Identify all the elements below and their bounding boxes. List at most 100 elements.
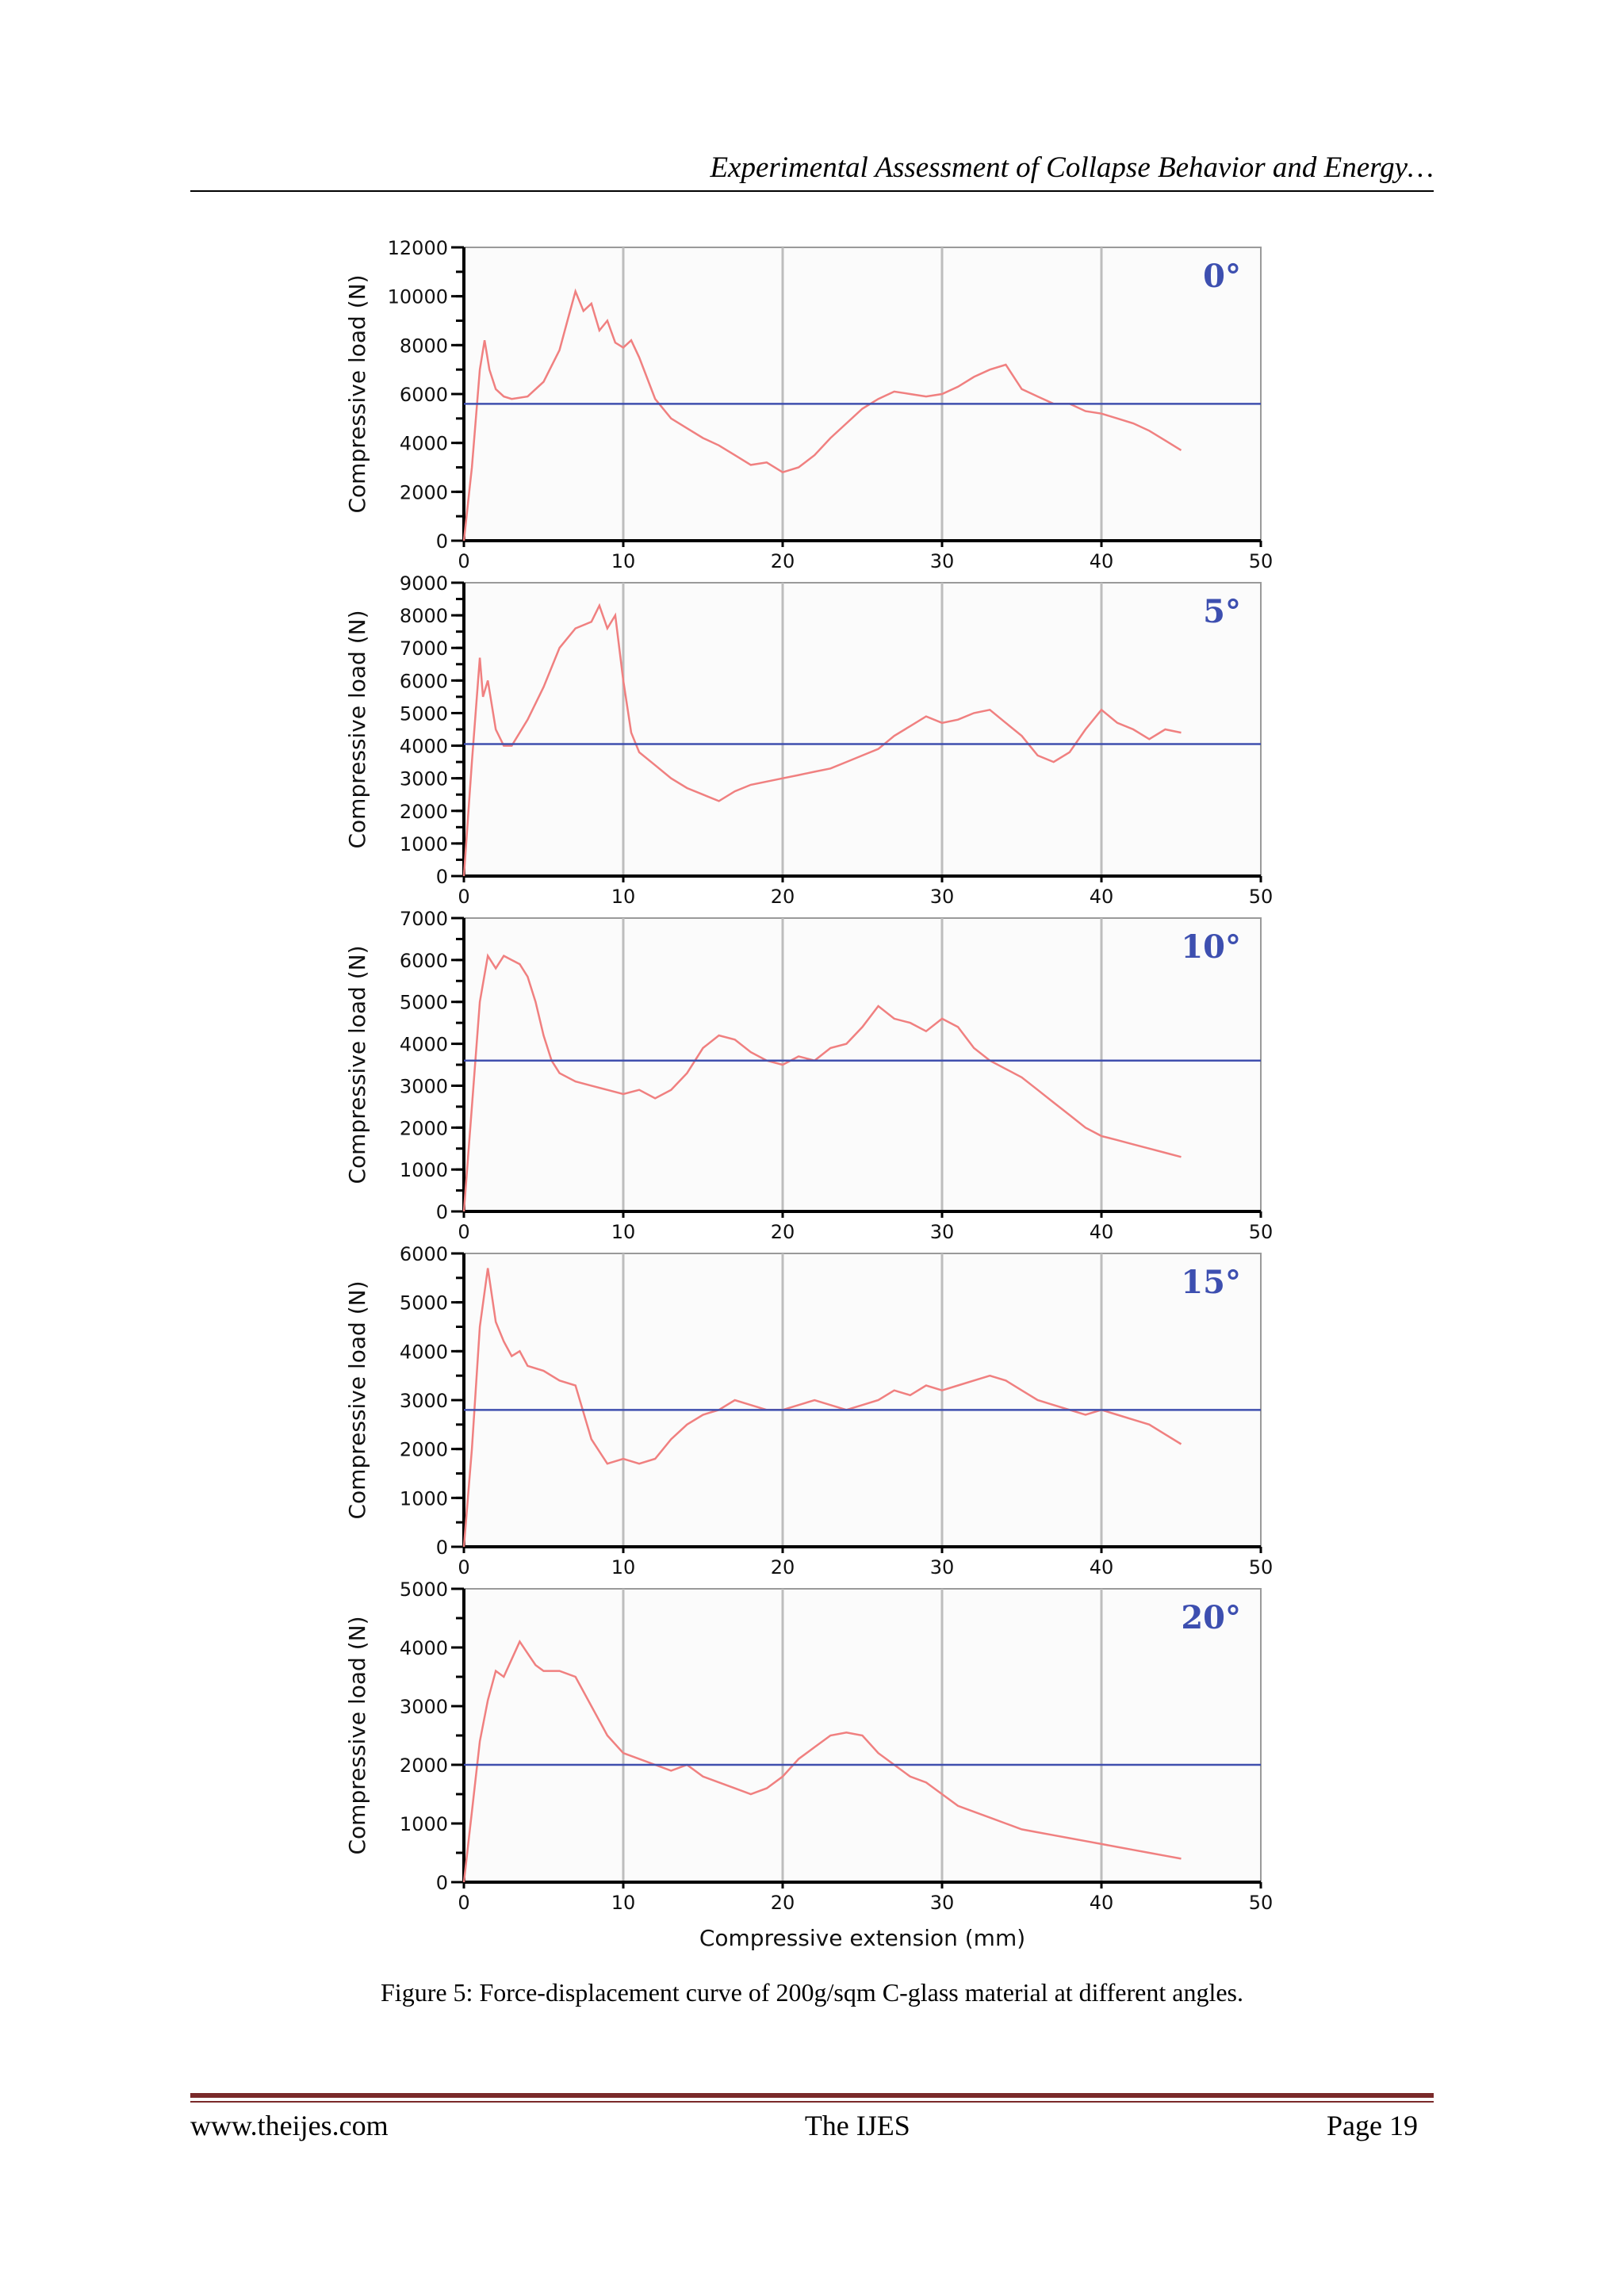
y-axis-label: Compressive load (N): [344, 1616, 370, 1854]
y-tick-label: 6000: [400, 1244, 448, 1265]
chart-5-degrees: 0 10 20 30 40 50 0 1000 2000 3000 4000 5000 6000 7000…: [301, 573, 1316, 905]
y-tick-label: 5000: [400, 992, 448, 1014]
y-tick-label: 1000: [400, 1159, 448, 1181]
y-axis-label: Compressive load (N): [344, 610, 370, 848]
chart-20-degrees: 0 10 20 30 40 50 0 1000 2000 3000 4000 5000 Compress…: [301, 1579, 1316, 1951]
y-tick-label: 0: [436, 530, 448, 553]
footer-page-number: Page 19: [1327, 2110, 1418, 2141]
footer-rule-thin: [190, 2101, 1434, 2103]
x-tick-label: 50: [1249, 550, 1274, 569]
x-tick-label: 10: [611, 550, 636, 569]
plot-area: [463, 247, 1262, 541]
angle-label: 15°: [1181, 1264, 1241, 1301]
x-axis-label: Compressive extension (mm): [699, 1925, 1025, 1951]
y-tick-label: 1000: [400, 833, 448, 855]
x-tick-label: 0: [458, 1556, 469, 1575]
y-tick-label: 3000: [400, 768, 448, 790]
footer-website: www.theijes.com: [190, 2110, 389, 2141]
y-tick-label: 5000: [400, 702, 448, 725]
x-tick-label: 0: [458, 1892, 469, 1914]
x-tick-label: 0: [458, 1221, 469, 1240]
footer-journal: The IJES: [804, 2110, 910, 2141]
plot-area: [463, 582, 1262, 877]
y-tick-label: 4000: [400, 1637, 448, 1659]
x-tick-label: 30: [930, 1892, 955, 1914]
x-tick-label: 30: [930, 550, 955, 569]
y-tick-label: 4000: [400, 736, 448, 758]
y-tick-label: 6000: [400, 670, 448, 692]
x-tick-label: 40: [1090, 1556, 1114, 1575]
y-tick-label: 7000: [400, 637, 448, 660]
x-tick-label: 40: [1090, 886, 1114, 905]
x-tick-label: 10: [611, 1556, 636, 1575]
y-tick-label: 10000: [388, 286, 448, 308]
angle-label: 0°: [1203, 258, 1241, 295]
y-tick-label: 5000: [400, 1579, 448, 1601]
y-tick-label: 2000: [400, 1439, 448, 1461]
chart-15-degrees: 0 10 20 30 40 50 0 1000 2000 3000 4000 5000 6000 Comp…: [301, 1244, 1316, 1575]
load-curve: [462, 1640, 1182, 1883]
x-tick-label: 10: [611, 1221, 636, 1240]
x-tick-label: 50: [1249, 886, 1274, 905]
load-curve: [462, 288, 1182, 541]
x-tick-label: 50: [1249, 1556, 1274, 1575]
x-tick-label: 50: [1249, 1221, 1274, 1240]
y-tick-label: 3000: [400, 1075, 448, 1097]
x-tick-label: 50: [1249, 1892, 1274, 1914]
y-tick-label: 0: [436, 1536, 448, 1559]
plot-area: [463, 1253, 1262, 1548]
x-tick-label: 20: [771, 1221, 795, 1240]
x-tick-label: 40: [1090, 1221, 1114, 1240]
y-tick-label: 6000: [400, 950, 448, 972]
angle-label: 20°: [1181, 1599, 1241, 1636]
y-tick-label: 5000: [400, 1292, 448, 1314]
x-tick-label: 20: [771, 550, 795, 569]
figure-caption: Figure 5: Force-displacement curve of 20…: [381, 1978, 1243, 2007]
y-tick-label: 0: [436, 1872, 448, 1894]
y-tick-label: 8000: [400, 605, 448, 627]
x-tick-label: 10: [611, 1892, 636, 1914]
x-tick-label: 0: [458, 886, 469, 905]
x-tick-label: 30: [930, 1556, 955, 1575]
y-tick-label: 2000: [400, 481, 448, 503]
y-axis-label: Compressive load (N): [344, 274, 370, 513]
y-tick-label: 1000: [400, 1487, 448, 1510]
page-footer: www.theijes.com The IJES Page 19: [190, 2109, 1418, 2142]
y-tick-label: 9000: [400, 573, 448, 595]
load-curve: [462, 953, 1182, 1212]
y-tick-label: 3000: [400, 1390, 448, 1412]
x-tick-label: 40: [1090, 550, 1114, 569]
x-tick-label: 20: [771, 1556, 795, 1575]
y-axis-label: Compressive load (N): [344, 1280, 370, 1519]
y-tick-label: 2000: [400, 1755, 448, 1777]
y-tick-label: 0: [436, 866, 448, 888]
y-tick-label: 3000: [400, 1696, 448, 1718]
y-tick-label: 8000: [400, 335, 448, 357]
y-tick-label: 0: [436, 1201, 448, 1223]
x-tick-label: 0: [458, 550, 469, 569]
chart-10-degrees: 0 10 20 30 40 50 0 1000 2000 3000 4000 5000 6000 7000…: [301, 909, 1316, 1240]
x-tick-label: 30: [930, 1221, 955, 1240]
plot-area: [463, 917, 1262, 1212]
load-curve: [462, 603, 1182, 877]
running-header: Experimental Assessment of Collapse Beha…: [710, 151, 1434, 184]
y-tick-label: 4000: [400, 1034, 448, 1056]
x-tick-label: 30: [930, 886, 955, 905]
load-curve: [462, 1268, 1182, 1548]
x-tick-label: 20: [771, 1892, 795, 1914]
header-rule: [190, 190, 1434, 192]
x-tick-label: 20: [771, 886, 795, 905]
y-tick-label: 2000: [400, 801, 448, 823]
x-tick-label: 10: [611, 886, 636, 905]
footer-rule: [190, 2093, 1434, 2098]
y-tick-label: 2000: [400, 1117, 448, 1139]
x-tick-label: 40: [1090, 1892, 1114, 1914]
y-tick-label: 7000: [400, 909, 448, 930]
angle-label: 10°: [1181, 928, 1241, 966]
y-tick-label: 1000: [400, 1813, 448, 1835]
y-tick-label: 12000: [388, 238, 448, 259]
y-tick-label: 4000: [400, 433, 448, 455]
y-tick-label: 6000: [400, 384, 448, 406]
angle-label: 5°: [1203, 593, 1241, 630]
y-tick-label: 4000: [400, 1341, 448, 1363]
